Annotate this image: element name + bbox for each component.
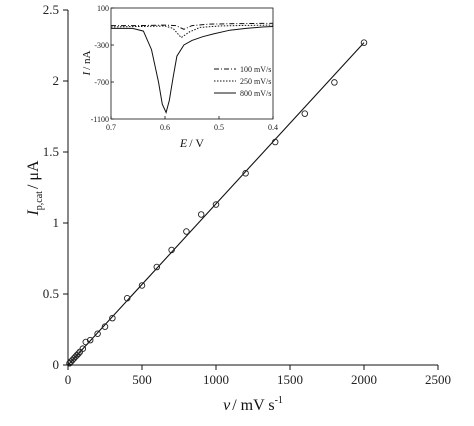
voltammogram-line (111, 22, 274, 30)
main-x-unit: / mV s (232, 397, 274, 414)
data-point (331, 79, 338, 86)
legend-label: 250 mV/s (240, 77, 271, 86)
inset-legend: 100 mV/s 250 mV/s 800 mV/s (214, 65, 271, 98)
main-y-tick-label: 0.5 (43, 286, 59, 301)
inset-plot-area (110, 22, 274, 114)
data-point (138, 282, 146, 289)
main-x-tick-label: 1000 (203, 372, 229, 387)
main-y-symbol: I (25, 210, 42, 217)
data-point (86, 336, 94, 344)
inset-background (109, 8, 273, 120)
data-point (109, 314, 116, 322)
data-point (242, 170, 249, 177)
inset-y-axis-title: I/ nA (81, 50, 93, 76)
data-point (197, 211, 205, 218)
main-x-sup: -1 (275, 395, 283, 406)
inset-ticks: 0.7 0.6 0.5 0.4 -1100 -700 -300 100 (91, 4, 278, 132)
data-point (360, 39, 368, 46)
main-y-tick-label: 1.5 (43, 144, 59, 159)
main-x-tick-label: 1500 (277, 372, 303, 387)
voltammogram-line (111, 26, 274, 114)
main-y-tick-label: 0 (53, 357, 60, 372)
inset-y-tick-label: -700 (94, 78, 109, 87)
main-ticks: 0 500 1000 1500 2000 2500 0 0.5 1 1.5 2 2.5 (43, 2, 451, 387)
main-y-axis-title: Ip,cat / μA (25, 160, 45, 217)
data-point (168, 246, 175, 254)
data-point (301, 110, 309, 117)
inset-y-tick-label: -300 (94, 41, 109, 50)
main-y-sub: p,cat (34, 191, 45, 210)
inset-x-symbol: E (179, 136, 188, 150)
data-point (183, 228, 190, 235)
main-x-tick-label: 2500 (425, 372, 451, 387)
data-point (153, 263, 161, 271)
inset-frame (110, 7, 274, 120)
main-x-symbol: v (223, 397, 231, 414)
main-y-tick-label: 2.5 (43, 2, 59, 17)
data-point (94, 330, 101, 338)
main-x-tick-label: 2000 (351, 372, 377, 387)
inset-x-axis-title: E / V (179, 136, 204, 150)
data-point (75, 350, 82, 357)
inset-chart: 0.7 0.6 0.5 0.4 -1100 -700 -300 100 100 mV/s 250… (81, 4, 278, 150)
data-point (271, 138, 279, 146)
main-chart: 0 500 1000 1500 2000 2500 0 0.5 1 1.5 2 2.5 v / mV s… (25, 2, 451, 414)
inset-y-symbol: I (81, 70, 93, 76)
main-x-tick-label: 0 (65, 372, 72, 387)
data-point (212, 201, 220, 208)
main-x-tick-label: 500 (132, 372, 152, 387)
data-point (79, 345, 87, 352)
main-plot-area (66, 39, 368, 367)
inset-x-tick-label: 0.7 (106, 123, 116, 132)
inset-x-tick-label: 0.5 (214, 123, 224, 132)
main-x-axis-title: v / mV s-1 (223, 395, 283, 414)
legend-label: 800 mV/s (240, 89, 271, 98)
inset-x-tick-label: 0.6 (160, 123, 170, 132)
inset-y-unit: / nA (81, 50, 93, 69)
data-point (101, 323, 109, 330)
inset-y-tick-label: -1100 (91, 115, 109, 124)
inset-y-tick-label: 100 (97, 4, 109, 13)
data-point (82, 338, 90, 346)
linear-fit-line (67, 42, 365, 366)
main-y-tick-label: 2 (53, 73, 60, 88)
legend-label: 100 mV/s (240, 65, 271, 74)
inset-x-unit: / V (189, 136, 204, 150)
inset-x-tick-label: 0.4 (268, 123, 278, 132)
main-y-tick-label: 1 (53, 215, 60, 230)
data-point (123, 295, 131, 302)
main-y-unit: / μA (25, 160, 42, 189)
